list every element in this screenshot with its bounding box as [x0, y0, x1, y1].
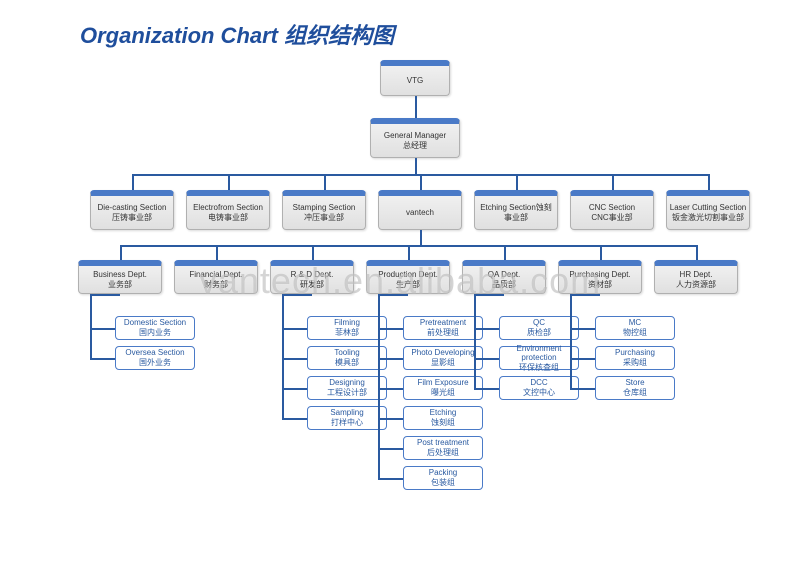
- connector: [696, 245, 698, 260]
- connector: [570, 388, 595, 390]
- connector: [378, 328, 403, 330]
- connector: [282, 388, 307, 390]
- connector: [216, 245, 218, 260]
- connector: [504, 245, 506, 260]
- connector: [570, 294, 572, 388]
- node-dept-3: Production Dept.生产部: [366, 260, 450, 294]
- node-sub-3-3: Etching蚀刻组: [403, 406, 483, 430]
- node-sub-3-2: Film Exposure曝光组: [403, 376, 483, 400]
- connector: [132, 174, 134, 190]
- node-sub-4-1: Environment protection环保核查组: [499, 346, 579, 370]
- node-dept-6: HR Dept.人力资源部: [654, 260, 738, 294]
- connector: [90, 294, 92, 358]
- connector: [474, 294, 504, 296]
- connector: [474, 328, 499, 330]
- node-sub-5-1: Purchasing采购组: [595, 346, 675, 370]
- node-sub-2-0: Filming菲林部: [307, 316, 387, 340]
- node-section-6: Laser Cutting Section钣金激光切割事业部: [666, 190, 750, 230]
- connector: [120, 245, 122, 260]
- connector: [600, 245, 602, 260]
- node-gm: General Manager总经理: [370, 118, 460, 158]
- connector: [420, 174, 422, 190]
- node-sub-5-0: MC物控组: [595, 316, 675, 340]
- connector: [282, 294, 284, 418]
- connector: [378, 478, 403, 480]
- node-root: VTG: [380, 60, 450, 96]
- connector: [90, 358, 115, 360]
- connector: [415, 158, 417, 174]
- connector: [612, 174, 614, 190]
- connector: [570, 294, 600, 296]
- node-section-5: CNC SectionCNC事业部: [570, 190, 654, 230]
- node-dept-5: Purchasing Dept.资材部: [558, 260, 642, 294]
- node-section-3: vantech: [378, 190, 462, 230]
- node-sub-2-2: Designing工程设计部: [307, 376, 387, 400]
- node-sub-5-2: Store仓库组: [595, 376, 675, 400]
- node-sub-3-4: Post treatment后处理组: [403, 436, 483, 460]
- node-dept-4: QA Dept.品质部: [462, 260, 546, 294]
- node-dept-2: R & D Dept.研发部: [270, 260, 354, 294]
- connector: [474, 294, 476, 388]
- connector: [378, 358, 403, 360]
- connector: [415, 96, 417, 118]
- node-sub-2-1: Tooling模具部: [307, 346, 387, 370]
- connector: [282, 328, 307, 330]
- connector: [90, 328, 115, 330]
- node-sub-3-5: Packing包装组: [403, 466, 483, 490]
- connector: [378, 294, 408, 296]
- connector: [570, 358, 595, 360]
- connector: [420, 230, 422, 245]
- node-section-2: Stamping Section冲压事业部: [282, 190, 366, 230]
- connector: [570, 328, 595, 330]
- connector: [708, 174, 710, 190]
- connector: [378, 294, 380, 478]
- node-sub-4-0: QC质检部: [499, 316, 579, 340]
- connector: [378, 418, 403, 420]
- connector: [516, 174, 518, 190]
- connector: [228, 174, 230, 190]
- node-sub-3-0: Pretreatment前处理组: [403, 316, 483, 340]
- node-sub-3-1: Photo Developing显影组: [403, 346, 483, 370]
- chart-title: Organization Chart 组织结构图: [80, 18, 394, 50]
- connector: [324, 174, 326, 190]
- node-dept-1: Financial Dept.财务部: [174, 260, 258, 294]
- connector: [378, 388, 403, 390]
- connector: [474, 388, 499, 390]
- node-section-4: Etching Section蚀刻事业部: [474, 190, 558, 230]
- node-dept-0: Business Dept.业务部: [78, 260, 162, 294]
- connector: [408, 245, 410, 260]
- connector: [378, 448, 403, 450]
- node-section-0: Die-casting Section压铸事业部: [90, 190, 174, 230]
- connector: [90, 294, 120, 296]
- connector: [282, 358, 307, 360]
- node-sub-0-0: Domestic Section国内业务: [115, 316, 195, 340]
- node-section-1: Electrofrom Section电铸事业部: [186, 190, 270, 230]
- connector: [282, 418, 307, 420]
- connector: [282, 294, 312, 296]
- node-sub-2-3: Sampling打样中心: [307, 406, 387, 430]
- node-sub-4-2: DCC文控中心: [499, 376, 579, 400]
- node-sub-0-1: Oversea Section国外业务: [115, 346, 195, 370]
- connector: [312, 245, 314, 260]
- connector: [474, 358, 499, 360]
